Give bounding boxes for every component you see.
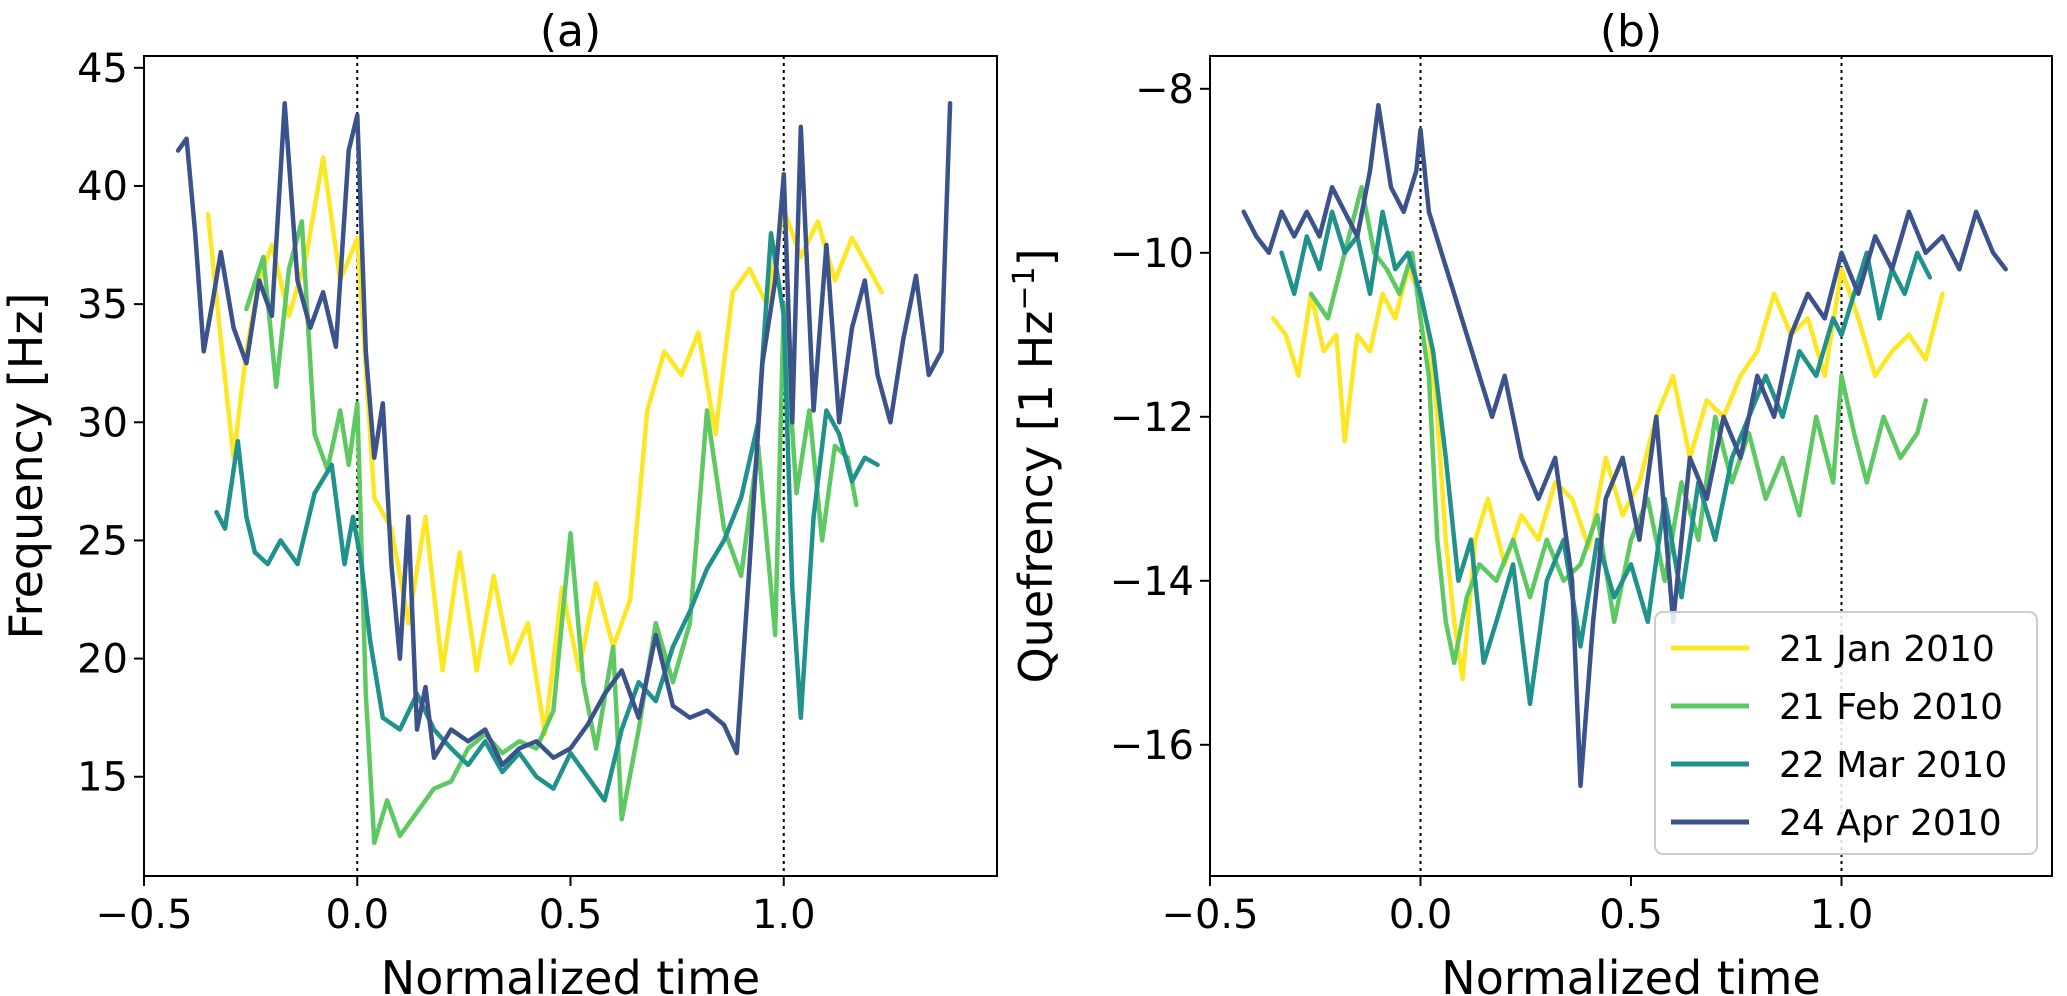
y-tick-label-3: −10 bbox=[1110, 231, 1194, 277]
y-tick-label-4: −8 bbox=[1135, 67, 1194, 113]
y-tick-label-2: −12 bbox=[1110, 395, 1194, 441]
y-tick-label-2: 25 bbox=[77, 518, 128, 564]
x-tick-label-0: −0.5 bbox=[1161, 892, 1258, 938]
series-line-3 bbox=[1241, 102, 2008, 789]
y-axis-label-superscript: −1 bbox=[1007, 266, 1042, 310]
x-tick-label-2: 0.5 bbox=[1599, 892, 1663, 938]
series-line-3 bbox=[175, 101, 953, 768]
legend: 21 Jan 2010 21 Feb 2010 22 Mar 2010 24 Apr … bbox=[1654, 611, 2038, 855]
x-tick-label-2: 0.5 bbox=[539, 892, 603, 938]
x-tick-label-3: 1.0 bbox=[1810, 892, 1874, 938]
y-tick-label-6: 45 bbox=[77, 46, 128, 92]
y-axis-label-main: Frequency [Hz] bbox=[0, 293, 53, 640]
y-axis-label-main: Quefrency [1 Hz bbox=[1009, 311, 1063, 684]
chart-panel-a: −0.5 0.0 0.5 1.0 15 20 25 30 35 40 45 (a) Normalized… bbox=[0, 6, 998, 996]
panel-title: (a) bbox=[540, 6, 601, 57]
y-tick-label-1: 20 bbox=[77, 637, 128, 683]
series-line-1 bbox=[1308, 184, 1928, 666]
legend-label-1: 21 Feb 2010 bbox=[1779, 687, 2003, 728]
x-tick-label-1: 0.0 bbox=[325, 892, 389, 938]
panel-title: (b) bbox=[1600, 6, 1662, 57]
legend-label-2: 22 Mar 2010 bbox=[1779, 745, 2007, 786]
x-tick-label-3: 1.0 bbox=[752, 892, 816, 938]
series-line-2 bbox=[1279, 209, 1933, 707]
y-axis-label: Frequency [Hz] bbox=[0, 293, 53, 640]
series-line-2 bbox=[214, 230, 880, 803]
y-axis-label: Quefrency [1 Hz−1] bbox=[1007, 248, 1063, 683]
y-tick-label-0: 15 bbox=[77, 755, 128, 801]
y-tick-label-0: −16 bbox=[1110, 723, 1194, 769]
series-group bbox=[175, 101, 953, 846]
x-axis-label: Normalized time bbox=[1441, 951, 1820, 996]
series-line-0 bbox=[1270, 266, 1945, 682]
y-tick-label-5: 40 bbox=[77, 164, 128, 210]
legend-box bbox=[1654, 611, 2038, 855]
y-tick-label-3: 30 bbox=[77, 400, 128, 446]
y-tick-label-4: 35 bbox=[77, 282, 128, 328]
legend-label-0: 21 Jan 2010 bbox=[1779, 629, 1995, 670]
x-tick-label-1: 0.0 bbox=[1389, 892, 1453, 938]
x-tick-label-0: −0.5 bbox=[95, 892, 192, 938]
chart-panel-b: −0.5 0.0 0.5 1.0 −16 −14 −12 −10 −8 (b) Normalized… bbox=[1007, 6, 2053, 996]
legend-label-3: 24 Apr 2010 bbox=[1779, 803, 2002, 844]
series-group bbox=[1241, 102, 2008, 789]
series-line-1 bbox=[244, 219, 859, 846]
x-axis-label: Normalized time bbox=[381, 951, 760, 996]
y-tick-label-1: −14 bbox=[1110, 559, 1194, 605]
y-axis-label-suffix: ] bbox=[1009, 248, 1063, 266]
